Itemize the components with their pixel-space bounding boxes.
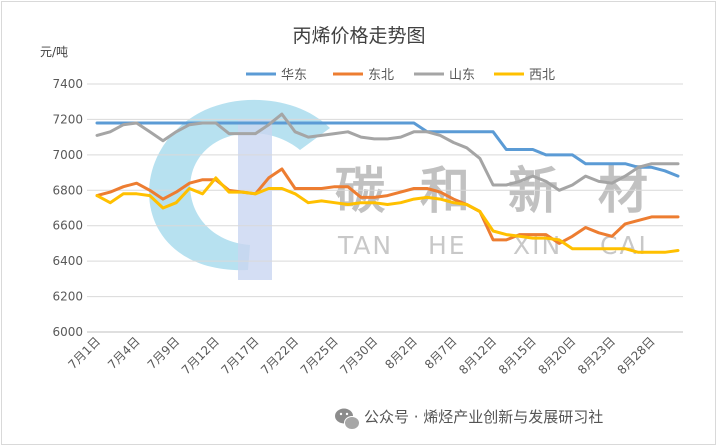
y-tick-label: 6800 <box>52 183 83 197</box>
watermark-pinyin: TAN <box>337 231 393 260</box>
watermark-pinyin: HE <box>428 231 467 260</box>
series-line-4 <box>95 176 680 254</box>
y-tick-label: 7000 <box>52 148 83 162</box>
watermark-char: 和 <box>420 162 470 220</box>
gridlines <box>87 83 683 333</box>
x-tick-label: 8月20日 <box>535 334 578 377</box>
watermark-logo: 碳 和 新 材 TAN HE XIN CAI <box>149 99 648 280</box>
x-tick-label: 8月23日 <box>575 334 618 377</box>
series-line-2 <box>95 167 680 245</box>
y-tick-label: 6600 <box>52 219 83 233</box>
y-tick-label: 6000 <box>52 325 83 339</box>
x-tick-label: 7月4日 <box>105 334 143 372</box>
watermark-swoosh <box>149 99 330 271</box>
legend-label: 山东 <box>449 68 475 83</box>
x-tick-label: 7月30日 <box>337 334 380 377</box>
legend-label: 西北 <box>529 68 555 83</box>
x-tick-label: 8月15日 <box>496 334 539 377</box>
y-axis: 6000 6200 6400 6600 6800 7000 7200 7400 <box>52 77 83 339</box>
legend-label: 华东 <box>281 68 307 83</box>
x-tick-label: 8月7日 <box>422 334 460 372</box>
series-line-3 <box>95 112 680 192</box>
x-tick-label: 7月17日 <box>219 334 262 377</box>
x-tick-label: 7月12日 <box>179 334 222 377</box>
y-tick-label: 7400 <box>52 77 83 91</box>
legend: 华东 东北 山东 西北 <box>246 68 555 83</box>
y-tick-label: 6400 <box>52 254 83 268</box>
x-tick-label: 8月28日 <box>615 334 658 377</box>
y-axis-unit: 元/吨 <box>40 45 68 59</box>
series-lines <box>95 112 680 254</box>
wechat-icon <box>335 408 360 430</box>
watermark-bar <box>238 120 272 280</box>
watermark-char: 碳 <box>335 162 386 220</box>
x-tick-label: 8月12日 <box>456 334 499 377</box>
x-tick-label: 7月25日 <box>298 334 341 377</box>
y-tick-label: 7200 <box>52 112 83 126</box>
x-tick-label: 7月1日 <box>65 334 103 372</box>
footer-text: 公众号 · 烯烃产业创新与发展研习社 <box>364 408 603 426</box>
x-tick-label: 7月22日 <box>258 334 301 377</box>
y-tick-label: 6200 <box>52 290 83 304</box>
chart-title: 丙烯价格走势图 <box>292 25 425 47</box>
watermark-char: 新 <box>508 162 558 220</box>
watermark-char: 材 <box>598 162 648 220</box>
legend-label: 东北 <box>368 68 394 83</box>
x-tick-label: 8月2日 <box>382 334 420 372</box>
x-tick-label: 7月9日 <box>145 334 183 372</box>
footer: 公众号 · 烯烃产业创新与发展研习社 <box>335 408 603 430</box>
